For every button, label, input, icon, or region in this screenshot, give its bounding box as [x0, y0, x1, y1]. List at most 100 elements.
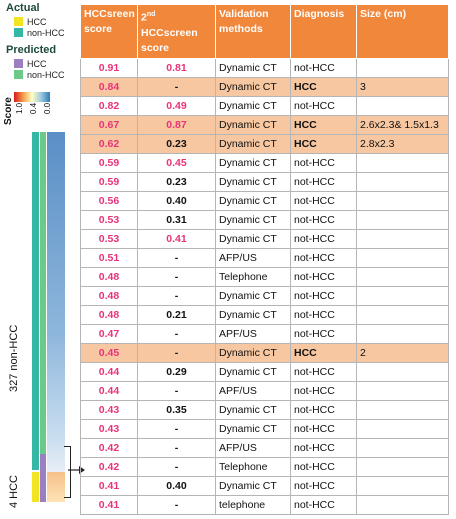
cell-size — [356, 228, 449, 249]
cell-diagnosis: not-HCC — [290, 57, 357, 78]
cell-validation-method: AFP/US — [215, 247, 291, 268]
legend-label: HCC — [27, 58, 47, 69]
cell-validation-method: Dynamic CT — [215, 57, 291, 78]
cell-size — [356, 304, 449, 325]
cell-size — [356, 57, 449, 78]
cell-size — [356, 95, 449, 116]
legend-label: non-HCC — [27, 27, 65, 38]
table-row: 0.43 0.35 Dynamic CT not-HCC — [80, 399, 449, 420]
cell-hccscreen-score: 0.47 — [80, 323, 138, 344]
cell-second-score: 0.41 — [137, 228, 216, 249]
legend-actual-hcc: HCC — [14, 16, 47, 27]
cell-size — [356, 323, 449, 344]
table-body: 0.91 0.81 Dynamic CT not-HCC 0.84- Dynamic CT… — [80, 57, 449, 515]
score-heatmap-hcc — [47, 472, 65, 502]
cell-diagnosis: not-HCC — [290, 456, 357, 477]
cell-second-score: 0.29 — [137, 361, 216, 382]
cell-hccscreen-score: 0.48 — [80, 285, 138, 306]
cell-size — [356, 190, 449, 211]
cell-diagnosis: not-HCC — [290, 152, 357, 173]
cell-hccscreen-score: 0.48 — [80, 304, 138, 325]
header-hccscreen-score: HCCsreen score — [80, 4, 138, 59]
cell-second-score: 0.40 — [137, 190, 216, 211]
cell-validation-method: Dynamic CT — [215, 475, 291, 496]
cell-hccscreen-score: 0.84 — [80, 76, 138, 97]
score-heatmap-non-hcc — [47, 132, 65, 472]
bracket — [64, 446, 71, 498]
cell-validation-method: APF/US — [215, 380, 291, 401]
cell-diagnosis: not-HCC — [290, 437, 357, 458]
cell-hccscreen-score: 0.41 — [80, 475, 138, 496]
table-row: 0.51- AFP/US not-HCC — [80, 247, 449, 268]
ramp-tick: 0.0 — [43, 102, 52, 114]
header-validation-methods: Validation methods — [215, 4, 291, 59]
cell-second-score: - — [137, 418, 216, 439]
score-color-ramp — [14, 92, 50, 102]
table-row: 0.44- APF/US not-HCC — [80, 380, 449, 401]
cell-second-score: - — [137, 380, 216, 401]
table-row: 0.67 0.87 Dynamic CT HCC 2.6x2.3& 1.5x1.3 — [80, 114, 449, 135]
cell-size — [356, 456, 449, 477]
cell-hccscreen-score: 0.53 — [80, 209, 138, 230]
cell-hccscreen-score: 0.59 — [80, 152, 138, 173]
cell-diagnosis: not-HCC — [290, 418, 357, 439]
table-row: 0.47- APF/US not-HCC — [80, 323, 449, 344]
cell-second-score: 0.81 — [137, 57, 216, 78]
cell-second-score: 0.49 — [137, 95, 216, 116]
cell-size — [356, 266, 449, 287]
cell-diagnosis: not-HCC — [290, 171, 357, 192]
table-row: 0.45- Dynamic CT HCC 2 — [80, 342, 449, 363]
table-row: 0.53 0.31 Dynamic CT not-HCC — [80, 209, 449, 230]
cell-hccscreen-score: 0.59 — [80, 171, 138, 192]
cell-validation-method: Dynamic CT — [215, 114, 291, 135]
table-header-row: HCCsreen score 2nd HCCscreen score Valid… — [80, 4, 449, 59]
cell-hccscreen-score: 0.41 — [80, 494, 138, 515]
table-row: 0.42- AFP/US not-HCC — [80, 437, 449, 458]
score-legend-label: Score — [3, 97, 14, 125]
cell-diagnosis: not-HCC — [290, 399, 357, 420]
cell-diagnosis: not-HCC — [290, 95, 357, 116]
cell-hccscreen-score: 0.42 — [80, 437, 138, 458]
cell-size — [356, 475, 449, 496]
cell-second-score: - — [137, 456, 216, 477]
header-second-hccscreen-score: 2nd HCCscreen score — [137, 4, 216, 59]
cell-size — [356, 418, 449, 439]
cell-validation-method: Dynamic CT — [215, 190, 291, 211]
cell-size: 2.8x2.3 — [356, 133, 449, 154]
cell-validation-method: Dynamic CT — [215, 342, 291, 363]
actual-legend-heading: Actual — [6, 2, 40, 14]
cell-hccscreen-score: 0.43 — [80, 399, 138, 420]
cell-size: 2.6x2.3& 1.5x1.3 — [356, 114, 449, 135]
cell-validation-method: AFP/US — [215, 437, 291, 458]
table-row: 0.41 0.40 Dynamic CT not-HCC — [80, 475, 449, 496]
cell-diagnosis: not-HCC — [290, 228, 357, 249]
table-row: 0.48- Telephone not-HCC — [80, 266, 449, 287]
cell-validation-method: Dynamic CT — [215, 95, 291, 116]
cell-validation-method: Dynamic CT — [215, 209, 291, 230]
cell-second-score: - — [137, 342, 216, 363]
cell-hccscreen-score: 0.53 — [80, 228, 138, 249]
cell-diagnosis: not-HCC — [290, 494, 357, 515]
cell-hccscreen-score: 0.82 — [80, 95, 138, 116]
cell-validation-method: Dynamic CT — [215, 304, 291, 325]
cell-diagnosis: not-HCC — [290, 247, 357, 268]
cell-hccscreen-score: 0.51 — [80, 247, 138, 268]
cell-second-score: 0.21 — [137, 304, 216, 325]
cell-hccscreen-score: 0.48 — [80, 266, 138, 287]
header-diagnosis: Diagnosis — [290, 4, 357, 59]
cell-validation-method: Dynamic CT — [215, 152, 291, 173]
cell-diagnosis: not-HCC — [290, 475, 357, 496]
cell-second-score: - — [137, 285, 216, 306]
cell-size — [356, 380, 449, 401]
cell-validation-method: APF/US — [215, 323, 291, 344]
cell-validation-method: telephone — [215, 494, 291, 515]
table-row: 0.53 0.41 Dynamic CT not-HCC — [80, 228, 449, 249]
cell-size: 2 — [356, 342, 449, 363]
cell-diagnosis: not-HCC — [290, 380, 357, 401]
cell-validation-method: Telephone — [215, 266, 291, 287]
legend-predicted-hcc: HCC — [14, 58, 47, 69]
cell-hccscreen-score: 0.43 — [80, 418, 138, 439]
legend-panel: Actual HCC non-HCC Predicted HCC non-HCC… — [0, 0, 82, 519]
cell-diagnosis: not-HCC — [290, 190, 357, 211]
cell-size — [356, 399, 449, 420]
